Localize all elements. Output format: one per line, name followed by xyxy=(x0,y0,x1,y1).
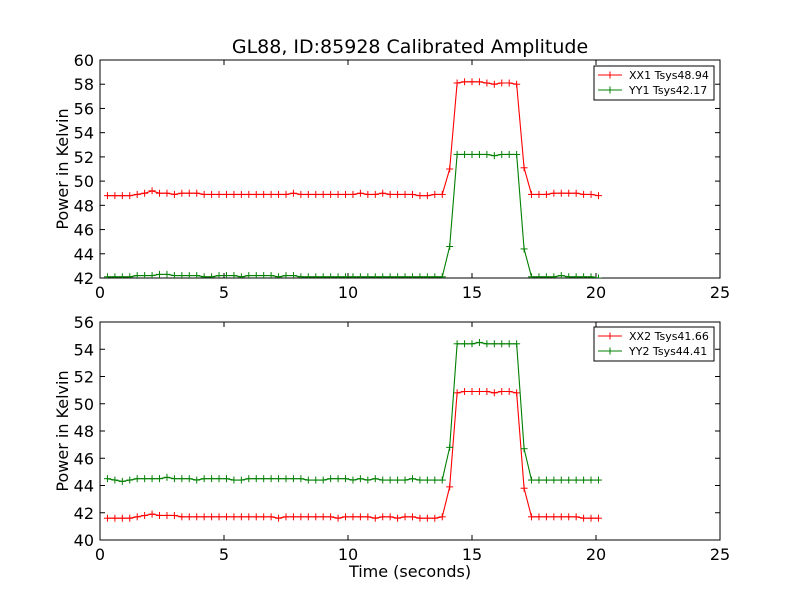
bottom-legend-label: YY2 Tsys44.41 xyxy=(628,345,707,358)
bottom-y-tick-label: 44 xyxy=(74,477,94,496)
top-x-tick-label: 20 xyxy=(586,283,606,302)
top-legend-label: YY1 Tsys42.17 xyxy=(628,84,707,97)
bottom-x-tick-label: 0 xyxy=(95,545,105,564)
top-y-tick-label: 42 xyxy=(74,269,94,288)
top-y-tick-label: 60 xyxy=(74,51,94,70)
bottom-y-axis-label: Power in Kelvin xyxy=(53,370,72,491)
top-y-tick-label: 50 xyxy=(74,172,94,191)
bottom-y-tick-label: 54 xyxy=(74,340,94,359)
top-x-tick-label: 0 xyxy=(95,283,105,302)
top-y-axis-label: Power in Kelvin xyxy=(53,108,72,229)
x-axis-label: Time (seconds) xyxy=(348,562,471,581)
bottom-y-tick-label: 52 xyxy=(74,368,94,387)
bottom-x-tick-label: 5 xyxy=(219,545,229,564)
top-y-tick-label: 54 xyxy=(74,124,94,143)
bottom-y-tick-label: 50 xyxy=(74,395,94,414)
top-y-tick-label: 44 xyxy=(74,245,94,264)
top-x-tick-label: 5 xyxy=(219,283,229,302)
top-legend: XX1 Tsys48.94 YY1 Tsys42.17 xyxy=(594,66,714,100)
bottom-x-tick-label: 20 xyxy=(586,545,606,564)
figure: GL88, ID:85928 Calibrated Amplitude 0 5 10… xyxy=(0,0,800,600)
bottom-legend: XX2 Tsys41.66 YY2 Tsys44.41 xyxy=(594,327,714,361)
chart-title: GL88, ID:85928 Calibrated Amplitude xyxy=(232,36,588,58)
top-x-tick-label: 25 xyxy=(710,283,730,302)
bottom-y-tick-label: 46 xyxy=(74,449,94,468)
top-y-tick-label: 52 xyxy=(74,148,94,167)
top-y-tick-label: 48 xyxy=(74,196,94,215)
top-x-tick-label: 15 xyxy=(462,283,482,302)
bottom-y-tick-label: 42 xyxy=(74,504,94,523)
bottom-legend-label: XX2 Tsys41.66 xyxy=(629,330,709,343)
bottom-y-tick-label: 40 xyxy=(74,531,94,550)
bottom-y-tick-label: 48 xyxy=(74,422,94,441)
top-y-tick-label: 46 xyxy=(74,221,94,240)
top-x-tick-label: 10 xyxy=(338,283,358,302)
bottom-y-tick-label: 56 xyxy=(74,313,94,332)
top-legend-label: XX1 Tsys48.94 xyxy=(629,69,709,82)
top-y-tick-label: 56 xyxy=(74,99,94,118)
top-y-tick-label: 58 xyxy=(74,75,94,94)
bottom-x-tick-label: 25 xyxy=(710,545,730,564)
